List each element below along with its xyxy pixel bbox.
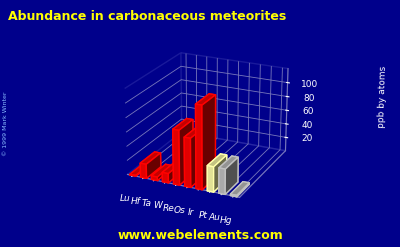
Text: www.webelements.com: www.webelements.com bbox=[117, 229, 283, 242]
Text: Abundance in carbonaceous meteorites: Abundance in carbonaceous meteorites bbox=[8, 10, 286, 23]
Text: © 1999 Mark Winter: © 1999 Mark Winter bbox=[4, 91, 8, 156]
